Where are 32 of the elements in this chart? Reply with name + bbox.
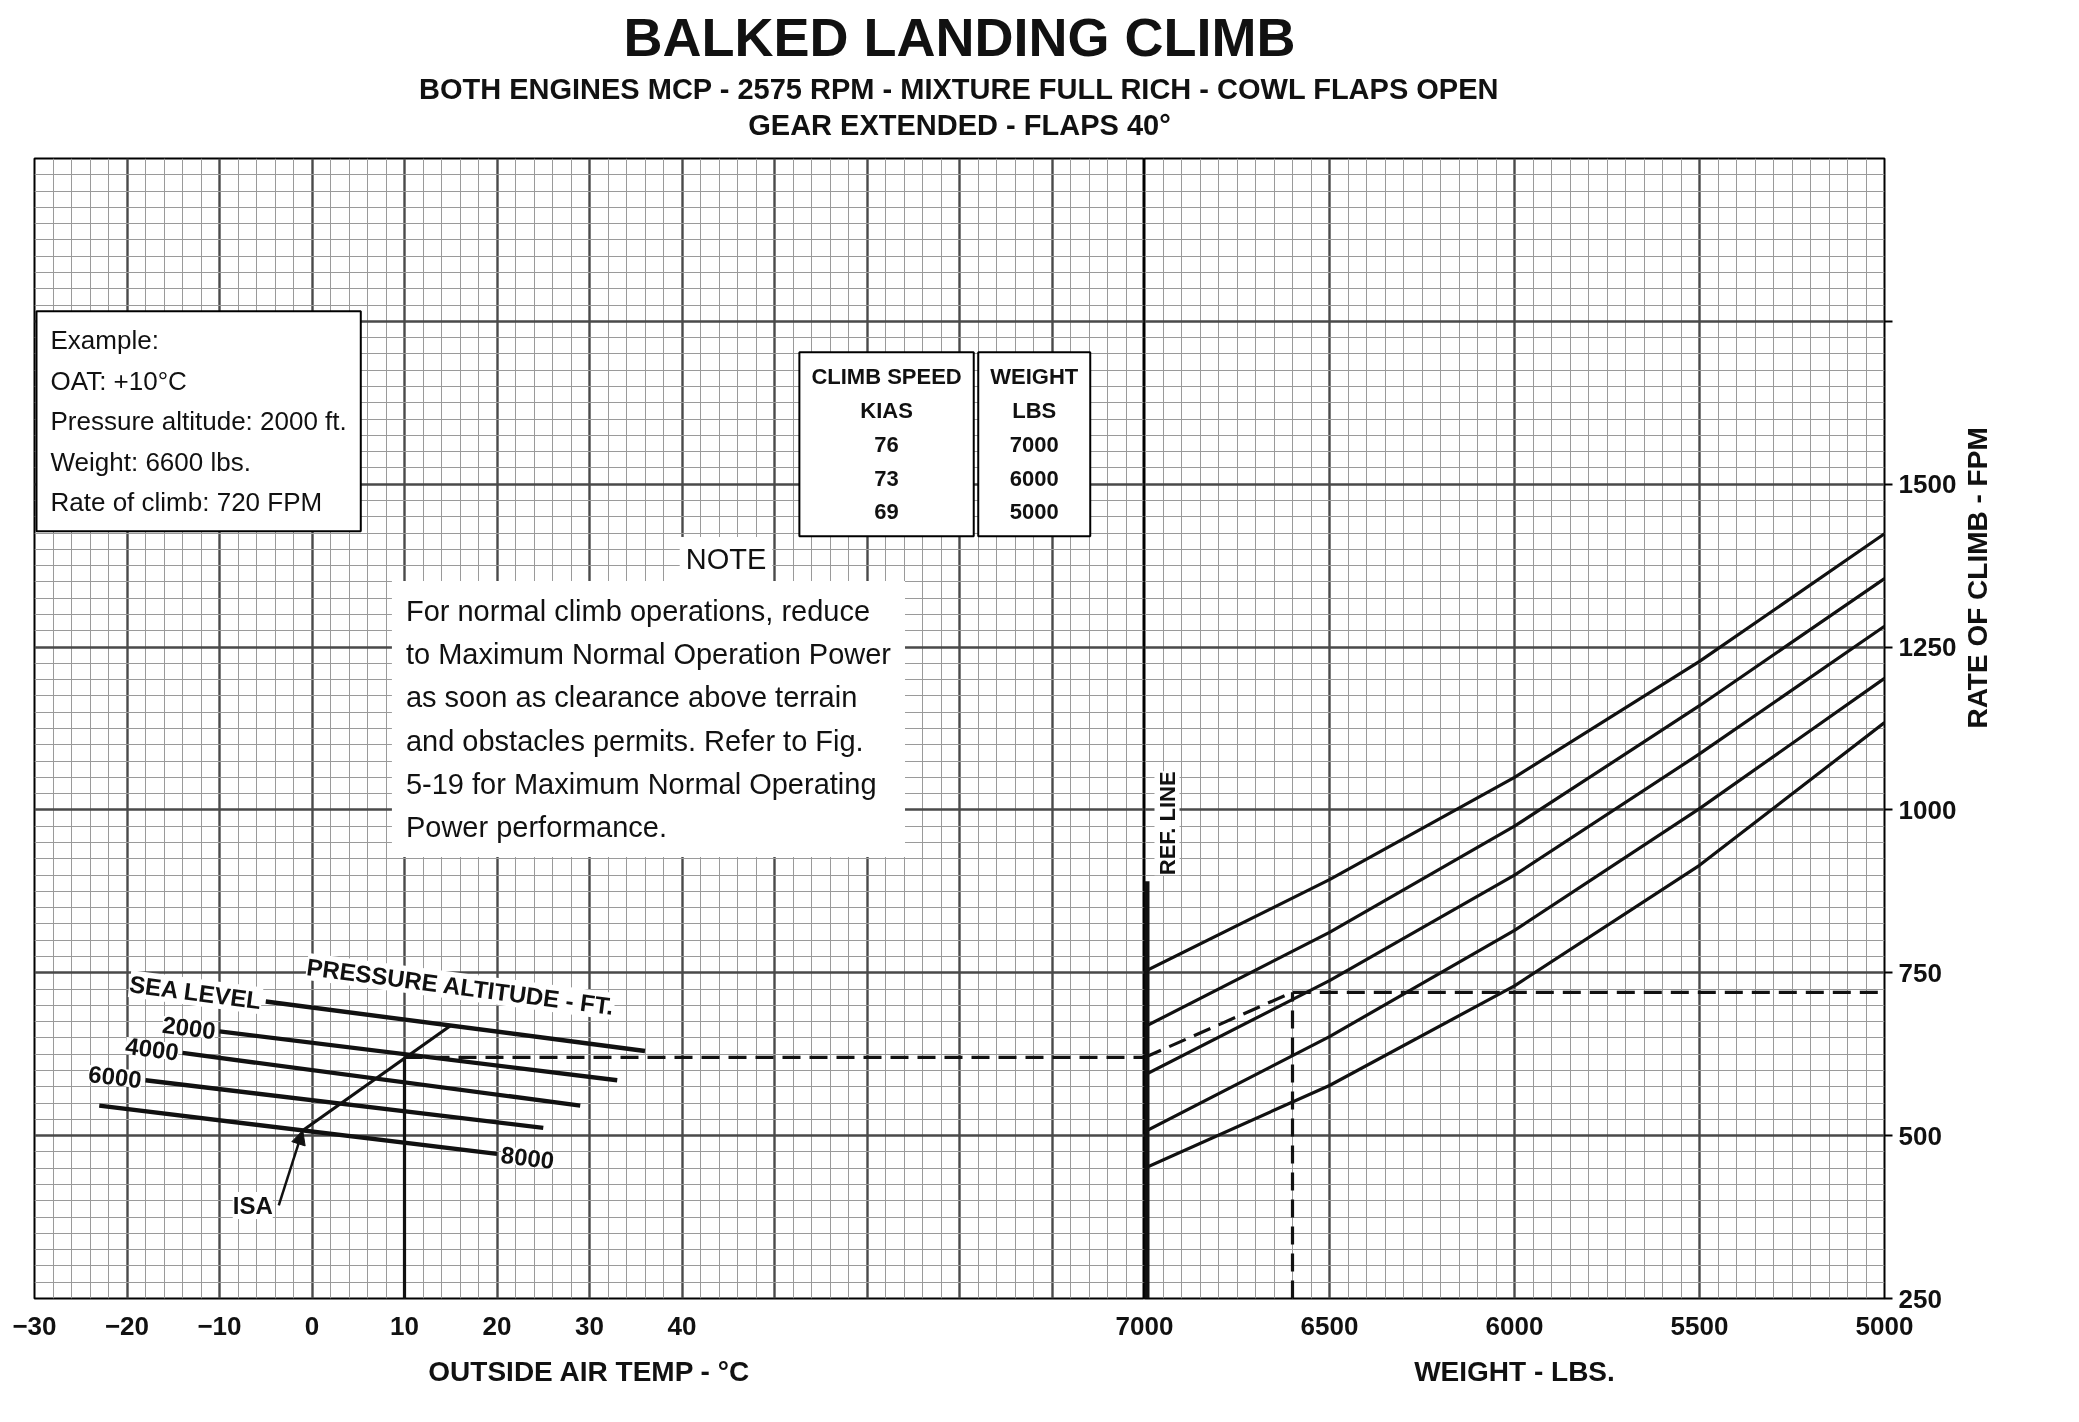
x-tick-label: 10 [390, 1310, 419, 1341]
x-tick-label: 6500 [1300, 1310, 1359, 1341]
chart-subtitle: BOTH ENGINES MCP - 2575 RPM - MIXTURE FULL RICH - COWL FLAPS OPEN GEAR EXTENDED - FLAPS 40° [418, 72, 1499, 141]
y-tick-label: 1250 [1898, 632, 1957, 663]
x-tick-label: 20 [482, 1310, 512, 1341]
x-tick-label: −30 [12, 1310, 57, 1341]
x-tick-label: 0 [304, 1310, 320, 1341]
text: SEA LEVEL [127, 970, 263, 1015]
text: 6000 [86, 1060, 144, 1094]
annotation: ISA [232, 1191, 273, 1219]
x-tick-label: 7000 [1115, 1310, 1174, 1341]
ref-line-label: REF. LINE [1154, 771, 1180, 876]
x-tick-label: −10 [197, 1310, 242, 1341]
y-axis-title: RATE OF CLIMB - FPM [1961, 427, 1993, 729]
annotation: NOTE For normal climb operations, reduce to Maximum Normal Operation Power as soon as clearance above terrain and obstacles permits. Refer to Fig. 5-19 for Maximum Normal Operating Power performance. [405, 542, 892, 843]
x-tick-label: 6000 [1485, 1310, 1544, 1341]
x-tick-label: 30 [575, 1310, 604, 1341]
chart-title: BALKED LANDING CLIMB [623, 6, 1296, 67]
x-tick-label: 40 [667, 1310, 697, 1341]
annotation: Example: OAT: +10°C Pressure altitude: 2000 ft. Weight: 6600 lbs. Rate of climb: 720 FPM [50, 325, 347, 518]
y-tick-label: 1500 [1898, 469, 1957, 500]
annotation: CLIMB SPEED KIAS 76 73 69 [811, 364, 962, 525]
x-axis-title: WEIGHT - LBS. [1414, 1355, 1615, 1387]
x-axis-title: OUTSIDE AIR TEMP - °C [428, 1355, 750, 1387]
x-tick-label: 5500 [1670, 1310, 1729, 1341]
y-tick-label: 500 [1898, 1120, 1942, 1151]
annotation: WEIGHT LBS 7000 6000 5000 [990, 364, 1079, 525]
y-tick-label: 750 [1898, 957, 1942, 988]
y-tick-label: 1000 [1898, 794, 1957, 825]
annotation: PRESSURE ALTITUDE - FT. [305, 953, 616, 1020]
text: 8000 [499, 1140, 556, 1175]
x-tick-label: −20 [104, 1310, 150, 1341]
